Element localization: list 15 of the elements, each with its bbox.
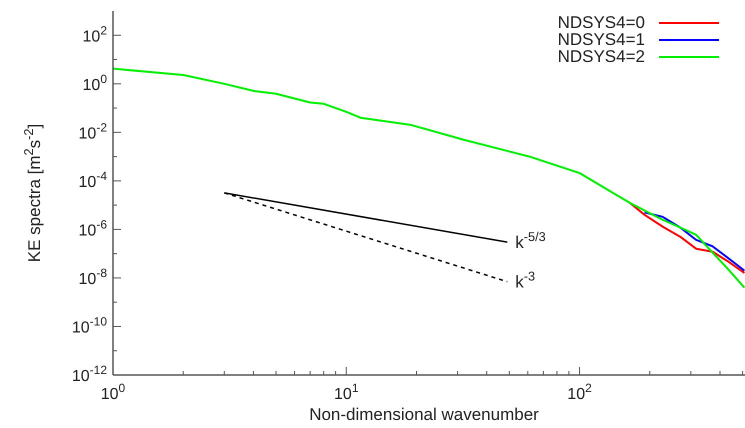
y-tick-label: 10$^{-8}$ — [78, 266, 108, 288]
x-tick-label: 10$^{1}$ — [334, 381, 359, 403]
legend-label: NDSYS4=0 — [558, 13, 645, 32]
x-tick-label: 10$^{2}$ — [567, 381, 592, 403]
y-tick-label: 10$^{-2}$ — [78, 120, 108, 142]
legend-label: NDSYS4=2 — [558, 47, 645, 66]
y-tick-label: 10$^{-10}$ — [72, 314, 108, 336]
annotation: k$^{-5/3}$ — [515, 228, 546, 252]
y-tick-label: 10$^{2}$ — [82, 23, 108, 46]
annotation: k$^{-3}$ — [515, 268, 536, 292]
legend-label: NDSYS4=1 — [558, 30, 645, 49]
x-axis-title: Non-dimensional wavenumber — [309, 405, 540, 424]
y-tick-label: 10$^{0}$ — [82, 72, 108, 94]
y-tick-label: 10$^{-4}$ — [78, 168, 108, 191]
y-tick-label: 10$^{-6}$ — [78, 217, 108, 240]
